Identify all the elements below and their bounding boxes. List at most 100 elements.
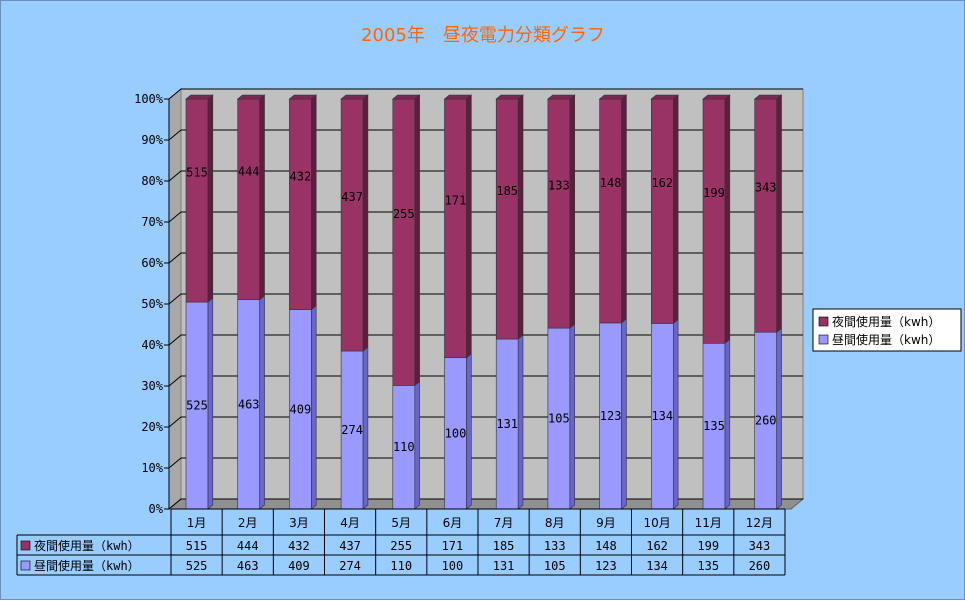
table-row-label-day: 昼間使用量（kwh） (34, 558, 140, 573)
bar-night-side (414, 94, 420, 387)
data-label-day: 260 (755, 414, 777, 428)
x-category-label: 6月 (443, 516, 463, 530)
data-label-night: 432 (290, 169, 312, 183)
bar-night-top (495, 94, 524, 100)
bar-day-side (259, 295, 265, 510)
bar-night-top (288, 94, 318, 100)
table-key-day (20, 560, 31, 571)
bar-night-side (776, 94, 782, 333)
x-category-label: 1月 (187, 516, 207, 530)
data-label-night: 515 (186, 166, 208, 180)
gridline (168, 334, 803, 346)
y-tick-label: 60% (141, 256, 163, 270)
y-tick-label: 10% (141, 461, 163, 475)
gridline (168, 457, 803, 469)
table-cell-day: 260 (749, 559, 771, 573)
data-label-night: 199 (703, 186, 725, 200)
table-cell-day: 134 (646, 559, 668, 573)
data-label-day: 135 (703, 419, 725, 433)
y-tick-label: 70% (141, 215, 163, 229)
bar-night (702, 98, 726, 344)
y-tick-label: 20% (141, 420, 163, 434)
x-category-label: 5月 (391, 516, 411, 530)
bar-night-side (621, 94, 627, 324)
bar-night-side (259, 94, 265, 301)
data-label-night: 162 (651, 176, 673, 190)
table-cell-night: 515 (186, 539, 208, 553)
table-cell-day: 105 (544, 559, 566, 573)
table-cell-night: 199 (697, 539, 719, 553)
bar-day-side (466, 353, 472, 510)
bar-day-side (569, 323, 576, 510)
y-tick-label: 80% (141, 174, 163, 188)
bar-night (444, 98, 467, 359)
data-label-night: 148 (600, 176, 622, 190)
legend-key-day (818, 334, 829, 345)
bar-day-side (724, 338, 731, 510)
data-label-night: 255 (393, 207, 415, 221)
bar-night (650, 98, 674, 324)
data-label-day: 123 (600, 409, 622, 423)
legend-box (812, 308, 962, 352)
table-key-night (20, 540, 31, 551)
bar-night (185, 98, 209, 303)
table-cell-night: 255 (390, 539, 412, 553)
data-label-day: 525 (186, 399, 208, 413)
x-category-label: 7月 (494, 516, 514, 530)
y-tick-label: 90% (141, 133, 163, 147)
legend-label-night: 夜間使用量（kwh） (832, 314, 940, 329)
data-label-night: 171 (445, 193, 467, 207)
data-label-night: 437 (341, 190, 363, 204)
legend-key-night (818, 316, 829, 327)
table-cell-night: 171 (442, 539, 464, 553)
bar-night-side (517, 94, 524, 340)
table-cell-day: 110 (390, 559, 412, 573)
bar-night-top (650, 94, 679, 100)
data-label-night: 133 (548, 179, 570, 193)
x-category-label: 9月 (596, 516, 616, 530)
data-label-day: 134 (651, 409, 673, 423)
bar-day-side (362, 346, 369, 510)
table-cell-night: 432 (288, 539, 310, 553)
bar-night (599, 98, 622, 324)
gridline (168, 252, 803, 264)
gridline (168, 211, 803, 223)
bar-night (754, 98, 778, 333)
bar-night-top (236, 94, 266, 100)
bar-day-side (311, 304, 317, 510)
bar-day-side (776, 327, 782, 510)
bar-night-top (340, 94, 369, 100)
bar-day-side (207, 297, 214, 510)
table-cell-night: 343 (749, 539, 771, 553)
data-label-day: 463 (238, 397, 260, 411)
bar-night (289, 98, 312, 310)
table-cell-day: 274 (339, 559, 361, 573)
bar-night (237, 98, 260, 301)
bar-day-side (414, 380, 420, 510)
y-tick-label: 40% (141, 338, 163, 352)
y-tick-label: 100% (134, 92, 164, 106)
bar-night-top (391, 94, 421, 100)
bar-night-top (753, 94, 783, 100)
bar-night-side (724, 94, 731, 344)
data-label-night: 444 (238, 164, 260, 178)
table-cell-night: 185 (493, 539, 515, 553)
legend-label-day: 昼間使用量（kwh） (832, 332, 940, 347)
x-category-label: 8月 (545, 516, 565, 530)
x-category-label: 12月 (746, 516, 773, 530)
table-cell-day: 409 (288, 559, 310, 573)
table-row-label-night: 夜間使用量（kwh） (34, 538, 140, 553)
bar-night-side (672, 94, 679, 325)
data-label-day: 131 (496, 417, 518, 431)
table-cell-day: 463 (237, 559, 259, 573)
gridline (168, 293, 803, 305)
gridline (168, 88, 803, 100)
data-label-day: 100 (445, 426, 467, 440)
y-tick-label: 50% (141, 297, 163, 311)
data-label-night: 343 (755, 181, 777, 195)
bar-day-side (621, 318, 627, 510)
table-cell-night: 444 (237, 539, 259, 553)
bar-night-top (598, 94, 628, 100)
